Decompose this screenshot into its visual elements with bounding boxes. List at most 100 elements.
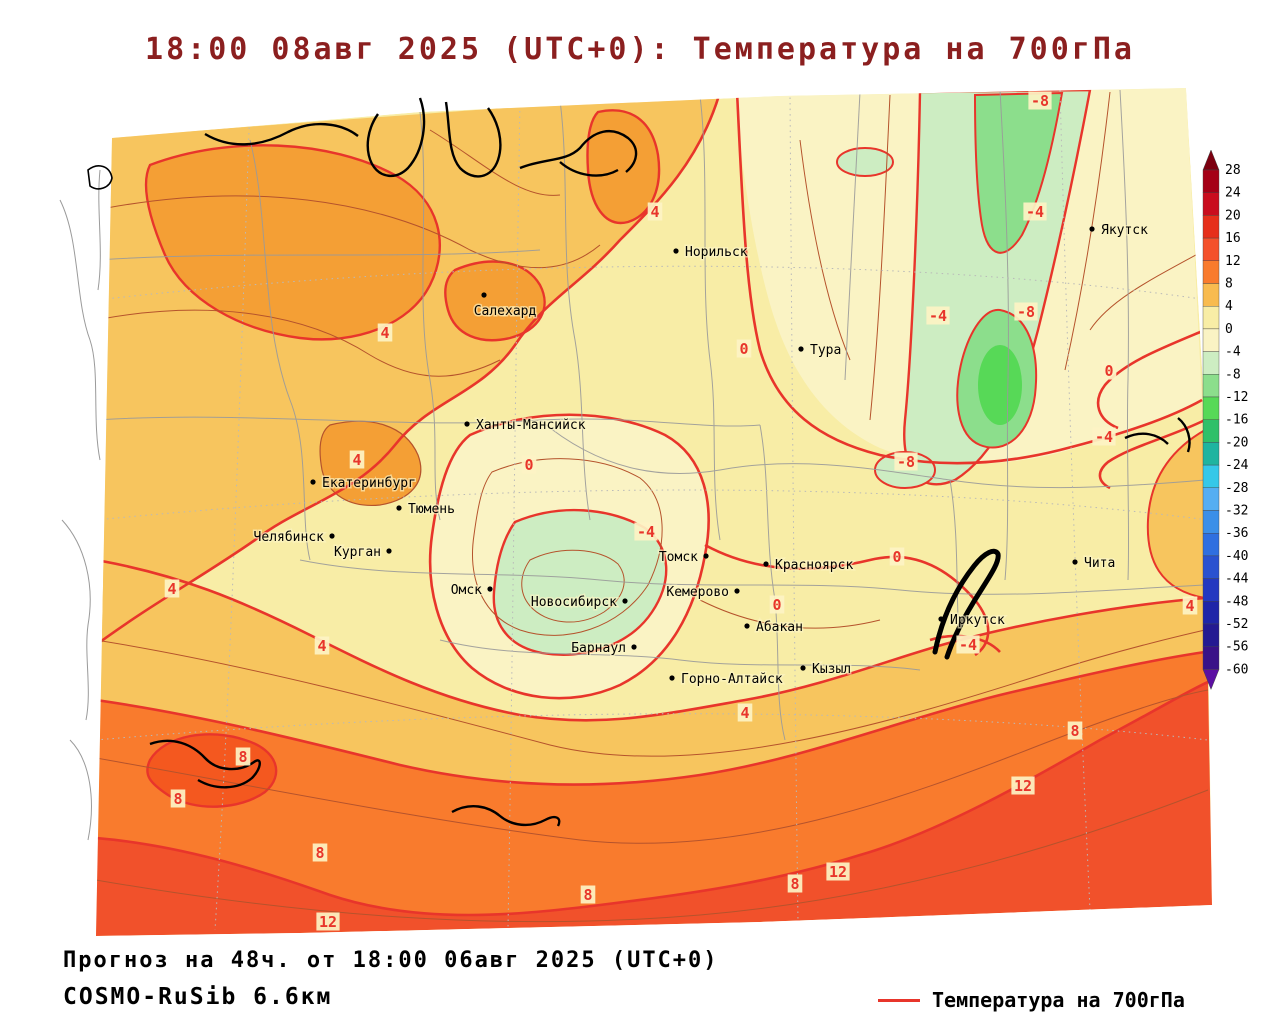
contour-label: 8 [1067, 721, 1083, 740]
colorbar-band [1202, 442, 1220, 466]
contour-label: 4 [1182, 596, 1198, 615]
city-label: Якутск [1101, 223, 1148, 238]
svg-text:12: 12 [829, 863, 847, 881]
colorbar-tick: -4 [1225, 345, 1241, 360]
city-Ханты-Мансийск: Ханты-Мансийск [464, 417, 587, 435]
colorbar-tick: -20 [1225, 435, 1248, 450]
contour-label: -4 [1023, 202, 1047, 221]
contour-label: 8 [235, 747, 251, 766]
svg-text:-4: -4 [1026, 203, 1044, 221]
colorbar-tick: -28 [1225, 481, 1248, 496]
city-label: Тура [810, 343, 841, 358]
city-Красноярск: Красноярск [763, 557, 855, 575]
colorbar-tick: -24 [1225, 458, 1249, 473]
colorbar-band [1202, 601, 1220, 625]
colorbar-arrow-top [1202, 149, 1220, 171]
contour-label: 0 [736, 339, 752, 358]
colorbar-tick: 28 [1225, 163, 1241, 178]
city-label: Чита [1084, 556, 1115, 571]
city-label: Норильск [685, 245, 748, 260]
region-borders [96, 89, 1206, 741]
coastline [366, 97, 426, 177]
temperature-field [96, 88, 1212, 936]
city-Барнаул: Барнаул [570, 640, 637, 658]
city-marker [487, 586, 493, 592]
city-marker [744, 623, 750, 629]
city-marker [631, 644, 637, 650]
colorbar-band [1202, 306, 1220, 330]
colorbar-arrow-bottom [1202, 669, 1220, 691]
coastline [519, 129, 638, 173]
svg-text:4: 4 [317, 637, 326, 655]
contour-label: 4 [314, 636, 330, 655]
svg-text:12: 12 [1014, 777, 1032, 795]
city-label: Салехард [474, 304, 537, 319]
city-Абакан: Абакан [744, 619, 804, 637]
outside-domain-borders [59, 169, 101, 841]
coastline [559, 161, 619, 177]
colorbar-band [1202, 623, 1220, 647]
contour-label: 4 [164, 579, 180, 598]
cities: Норильск Салехард Тура Якутск Ханты-Мансийск… [252, 222, 1150, 689]
city-marker [481, 292, 487, 298]
city-Тура: Тура [798, 342, 843, 360]
contour-label: 12 [826, 862, 850, 881]
svg-text:8: 8 [790, 875, 799, 893]
colorbar-tick: -48 [1225, 594, 1248, 609]
city-Кемерово: Кемерово [665, 584, 740, 602]
city-marker [763, 561, 769, 567]
svg-text:12: 12 [319, 913, 337, 931]
forecast-info: Прогноз на 48ч. от 18:00 06авг 2025 (UTC… [63, 948, 719, 973]
city-Тюмень: Тюмень [396, 501, 456, 519]
city-label: Кемерово [666, 585, 729, 600]
state-border [149, 739, 261, 789]
contour-label: -4 [1092, 427, 1116, 446]
model-info: COSMO-RuSib 6.6км [63, 984, 333, 1010]
city-label: Екатеринбург [322, 476, 416, 491]
colorbar-band [1202, 328, 1220, 352]
colorbar-tick: -12 [1225, 390, 1248, 405]
colorbar-band [1202, 283, 1220, 307]
colorbar-tick: 16 [1225, 231, 1241, 246]
contour-label: 4 [737, 703, 753, 722]
svg-text:4: 4 [650, 203, 659, 221]
city-label: Ханты-Мансийск [476, 418, 586, 433]
city-Новосибирск: Новосибирск [529, 594, 628, 612]
svg-text:-4: -4 [929, 307, 947, 325]
band-8-12-south [96, 652, 1208, 915]
contour-label: 8 [170, 789, 186, 808]
colorbar-band [1202, 396, 1220, 420]
city-label: Томск [659, 550, 698, 565]
colorbar-tick: 20 [1225, 208, 1241, 223]
svg-text:0: 0 [1104, 362, 1113, 380]
svg-text:-8: -8 [1031, 92, 1049, 110]
colorbar-band [1202, 169, 1220, 193]
city-marker [396, 505, 402, 511]
city-label: Барнаул [571, 641, 626, 656]
city-marker [310, 479, 316, 485]
colorbar-band [1202, 533, 1220, 557]
colorbar-band [1202, 646, 1220, 670]
city-Курган: Курган [333, 544, 392, 562]
city-marker [1072, 559, 1078, 565]
contour-label: 4 [647, 202, 663, 221]
contour-label: -8 [894, 452, 918, 471]
warm-core-salekhard [444, 260, 546, 342]
colorbar-band [1202, 555, 1220, 579]
warm-core-ural [144, 144, 442, 341]
colorbar-tick: -40 [1225, 549, 1248, 564]
contour-label: -4 [926, 306, 950, 325]
colorbar-tick: -44 [1225, 572, 1249, 587]
city-label: Курган [334, 545, 381, 560]
city-marker [669, 675, 675, 681]
colorbar-band [1202, 192, 1220, 216]
city-Иркутск: Иркутск [938, 612, 1006, 630]
contour-label: 0 [889, 547, 905, 566]
colorbar-tick: 24 [1225, 186, 1241, 201]
svg-text:8: 8 [173, 790, 182, 808]
colorbar-band [1202, 237, 1220, 262]
band-neg12-top [973, 91, 1064, 254]
colorbar-band [1202, 419, 1220, 443]
svg-text:4: 4 [352, 451, 361, 469]
